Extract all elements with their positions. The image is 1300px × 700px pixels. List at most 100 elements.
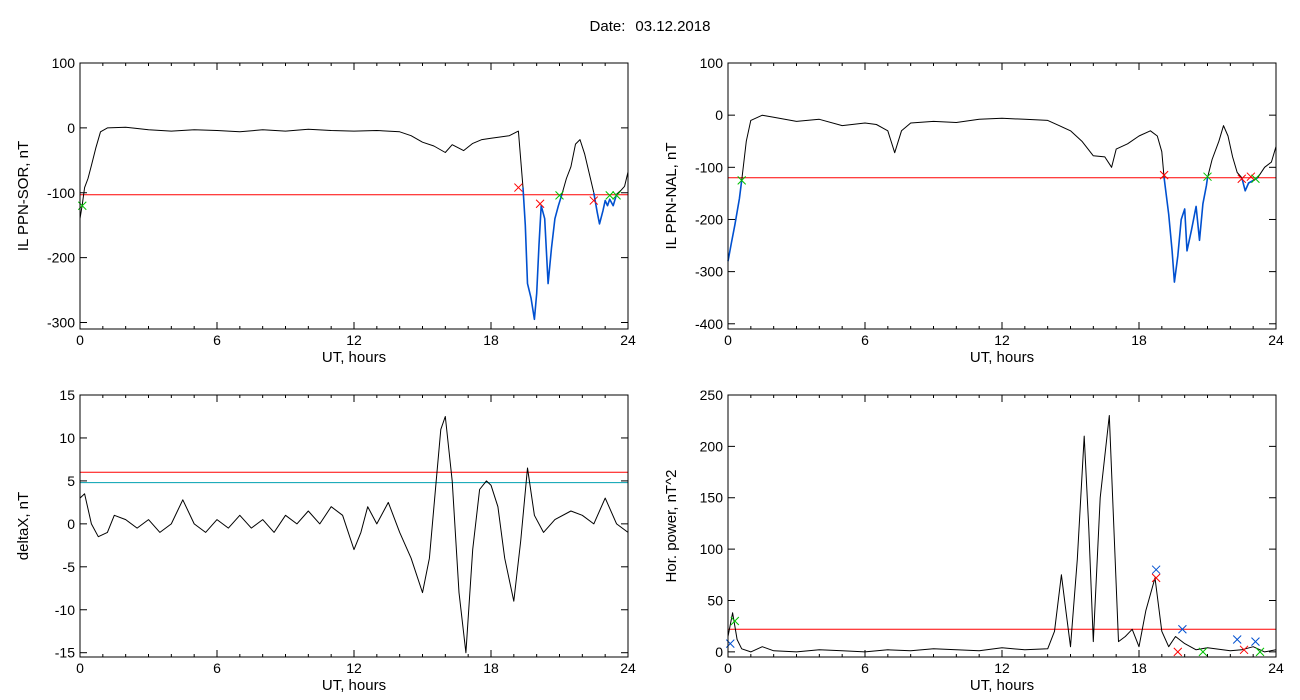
- event-marker: [1198, 647, 1208, 657]
- x-axis-label: UT, hours: [322, 677, 386, 694]
- marker-stroke: [555, 190, 564, 200]
- y-tick-label: 150: [700, 490, 724, 506]
- marker-stroke: [1178, 624, 1187, 634]
- x-tick-label: 0: [76, 660, 84, 676]
- event-marker: [737, 175, 747, 185]
- series-line: [727, 415, 1277, 653]
- chart-hor-power: 0 6 12 18 24 0 50 100 150 200 250 UT, hours Hor. pow…: [663, 387, 1284, 694]
- x-tick-label: 6: [861, 660, 869, 676]
- date-label: Date:: [589, 18, 626, 35]
- y-tick-label: -10: [55, 602, 75, 618]
- marker-stroke: [1151, 573, 1161, 583]
- plot-frame: [79, 62, 629, 330]
- series-line: [522, 187, 563, 321]
- event-marker: [1232, 635, 1242, 644]
- event-marker: [1237, 174, 1247, 184]
- event-marker: [605, 190, 615, 200]
- marker-stroke: [1203, 172, 1212, 182]
- event-marker: [730, 616, 740, 626]
- marker-stroke: [730, 616, 740, 626]
- marker-stroke: [1255, 647, 1265, 657]
- event-marker: [1173, 647, 1183, 657]
- x-tick-label: 0: [724, 332, 732, 348]
- series-line: [1163, 177, 1209, 283]
- event-marker: [1178, 624, 1187, 634]
- event-marker: [514, 183, 523, 192]
- marker-stroke: [605, 190, 615, 200]
- marker-stroke: [1251, 174, 1260, 184]
- plot-frame: [727, 394, 1277, 658]
- x-tick-label: 12: [994, 660, 1010, 676]
- x-tick-label: 0: [724, 660, 732, 676]
- y-tick-label: 250: [700, 387, 724, 403]
- series-line: [616, 171, 629, 195]
- event-marker: [725, 639, 735, 648]
- marker-stroke: [1173, 647, 1183, 657]
- marker-stroke: [535, 199, 545, 209]
- x-tick-label: 24: [620, 332, 636, 348]
- plot-frame: [79, 394, 629, 658]
- x-tick-label: 24: [1268, 660, 1284, 676]
- x-tick-label: 18: [483, 660, 499, 676]
- event-marker: [1246, 172, 1256, 182]
- chart-il-ppn-nal: 0 6 12 18 24 -400 -300 -200 -100 0 100 UT, hours IL …: [663, 55, 1284, 366]
- date-title: Date: 03.12.2018: [0, 18, 1300, 35]
- x-tick-label: 18: [1131, 332, 1147, 348]
- x-tick-label: 24: [620, 660, 636, 676]
- marker-stroke: [737, 175, 747, 185]
- chart-il-ppn-sor: 0 6 12 18 24 -300 -200 -100 0 100 UT, hours IL PPN-…: [15, 55, 636, 366]
- marker-stroke: [1159, 170, 1169, 180]
- y-tick-label: -300: [695, 264, 723, 280]
- series-line: [741, 114, 1165, 181]
- marker-stroke: [612, 190, 621, 200]
- event-marker: [1239, 645, 1249, 655]
- event-marker: [1251, 637, 1260, 646]
- plot-frame: [727, 62, 1277, 330]
- y-axis-label: deltaX, nT: [15, 492, 32, 560]
- y-tick-label: 15: [59, 387, 75, 403]
- y-tick-label: 200: [700, 438, 724, 454]
- event-marker: [555, 190, 564, 200]
- series-line: [79, 126, 524, 219]
- series-line: [1207, 125, 1243, 179]
- y-tick-label: 100: [700, 541, 724, 557]
- y-axis-label: Hor. power, nT^2: [663, 470, 680, 583]
- event-marker: [589, 196, 599, 205]
- y-tick-label: -15: [55, 645, 75, 661]
- x-tick-label: 6: [213, 660, 221, 676]
- event-marker: [1151, 565, 1161, 575]
- event-marker: [1151, 573, 1161, 583]
- y-tick-label: -200: [47, 250, 75, 266]
- marker-stroke: [1239, 645, 1249, 655]
- y-tick-label: 0: [67, 120, 75, 136]
- y-tick-label: 0: [715, 107, 723, 123]
- event-marker: [1159, 170, 1169, 180]
- x-tick-label: 18: [1131, 660, 1147, 676]
- y-tick-label: 5: [67, 473, 75, 489]
- y-tick-label: 100: [52, 55, 76, 71]
- y-tick-label: -100: [47, 185, 75, 201]
- y-tick-label: 50: [707, 592, 723, 608]
- marker-stroke: [1237, 174, 1247, 184]
- y-tick-label: -5: [63, 559, 76, 575]
- event-marker: [1203, 172, 1212, 182]
- marker-stroke: [1246, 172, 1256, 182]
- x-tick-label: 6: [213, 332, 221, 348]
- y-tick-label: 0: [67, 516, 75, 532]
- x-axis-label: UT, hours: [970, 349, 1034, 366]
- marker-stroke: [1198, 647, 1208, 657]
- y-tick-label: -300: [47, 315, 75, 331]
- series-line: [79, 416, 629, 654]
- series-line: [1241, 177, 1259, 192]
- x-axis-label: UT, hours: [322, 349, 386, 366]
- x-tick-label: 12: [346, 332, 362, 348]
- x-tick-label: 18: [483, 332, 499, 348]
- series-line: [1257, 146, 1277, 178]
- y-tick-label: -400: [695, 316, 723, 332]
- y-tick-label: -200: [695, 211, 723, 227]
- event-marker: [612, 190, 621, 200]
- series-line: [561, 139, 595, 195]
- x-tick-label: 24: [1268, 332, 1284, 348]
- date-value: 03.12.2018: [635, 18, 711, 35]
